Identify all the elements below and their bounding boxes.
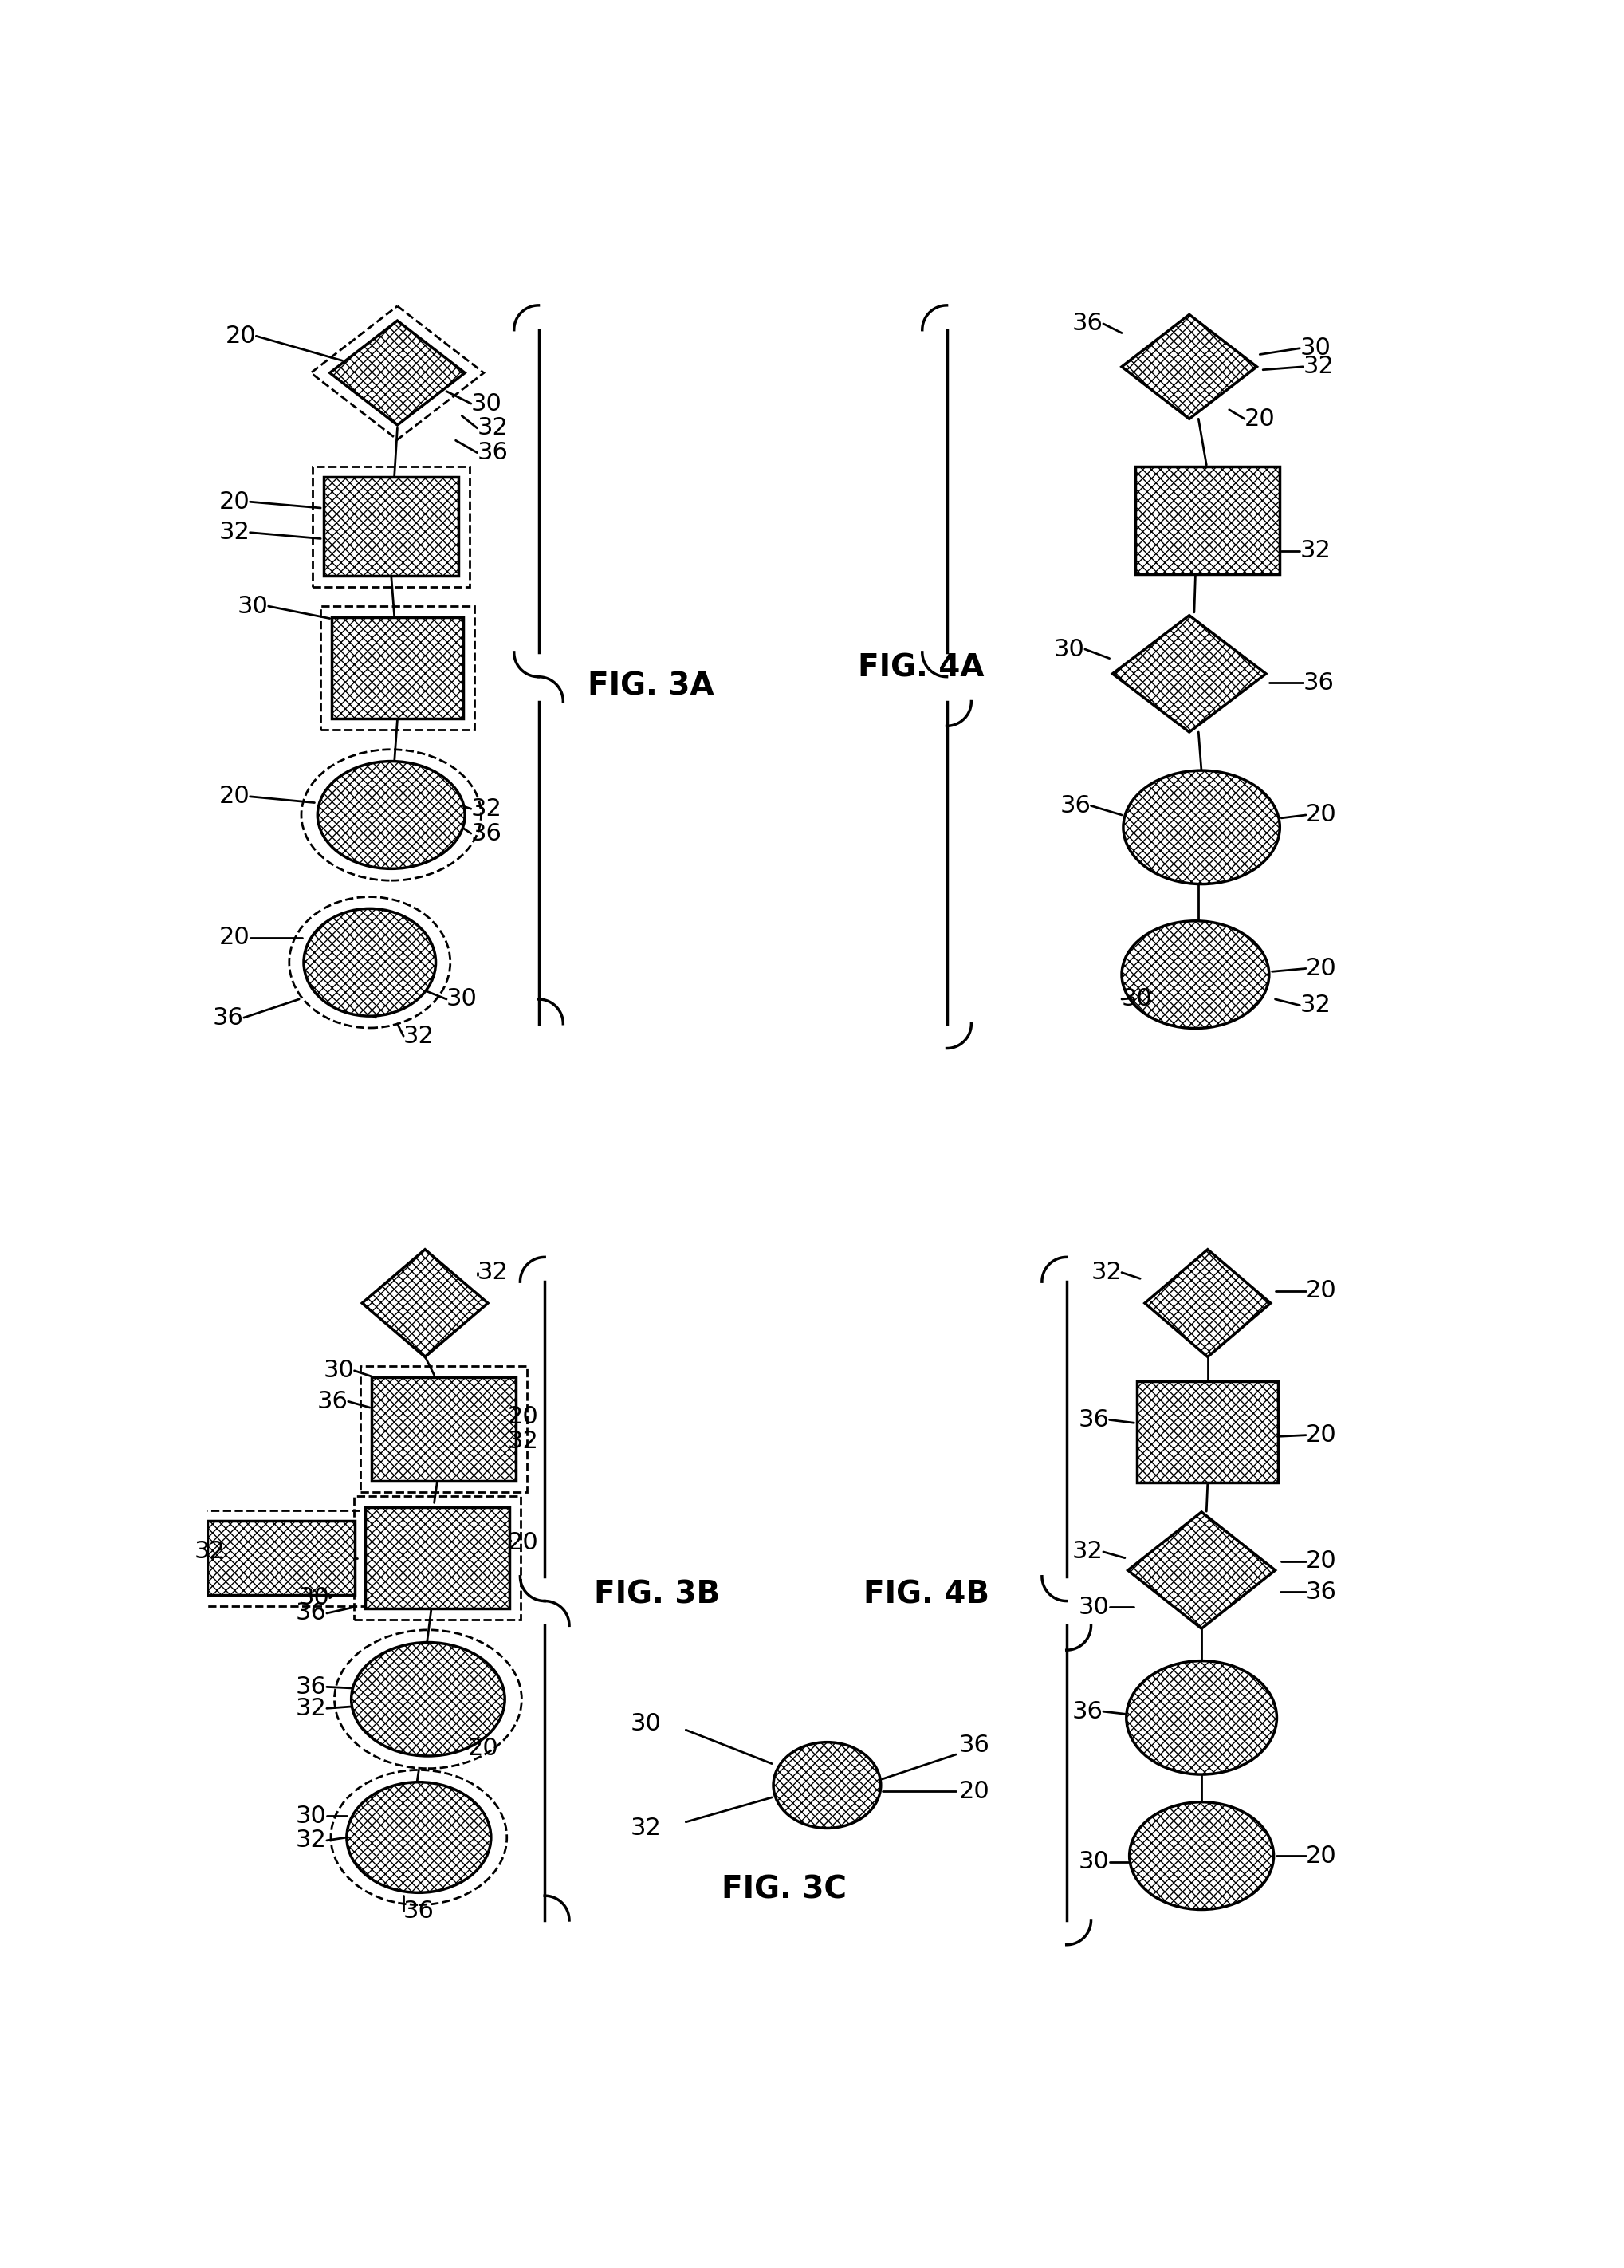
- Polygon shape: [1112, 615, 1267, 733]
- Text: 36: 36: [960, 1733, 991, 1758]
- Text: 32: 32: [471, 798, 502, 821]
- Ellipse shape: [1127, 1660, 1276, 1774]
- Text: 32: 32: [477, 1261, 508, 1284]
- Text: 30: 30: [1054, 637, 1085, 660]
- Text: 20: 20: [1306, 1844, 1337, 1867]
- Text: 30: 30: [630, 1712, 661, 1735]
- Ellipse shape: [773, 1742, 880, 1828]
- Ellipse shape: [304, 909, 435, 1016]
- Polygon shape: [1129, 1513, 1275, 1628]
- Text: 20: 20: [1306, 803, 1337, 826]
- Ellipse shape: [351, 1642, 505, 1755]
- Text: FIG. 3C: FIG. 3C: [721, 1873, 846, 1905]
- Bar: [208, 1522, 354, 1594]
- Text: FIG. 4A: FIG. 4A: [857, 653, 984, 683]
- Bar: [197, 1510, 365, 1606]
- Text: 32: 32: [403, 1025, 435, 1048]
- Polygon shape: [1122, 315, 1257, 420]
- Text: 30: 30: [471, 392, 502, 415]
- Text: 30: 30: [1078, 1597, 1109, 1619]
- Text: 32: 32: [1299, 540, 1330, 562]
- Text: 20: 20: [468, 1737, 499, 1760]
- Polygon shape: [1145, 1250, 1270, 1356]
- Text: 36: 36: [213, 1007, 244, 1030]
- Text: 20: 20: [219, 490, 250, 513]
- Text: 20: 20: [219, 925, 250, 950]
- Text: 36: 36: [1072, 313, 1103, 336]
- Text: 32: 32: [1091, 1261, 1122, 1284]
- Bar: [372, 1377, 515, 1481]
- Ellipse shape: [346, 1783, 490, 1892]
- Ellipse shape: [1129, 1803, 1273, 1910]
- Text: FIG. 4B: FIG. 4B: [864, 1581, 989, 1610]
- Text: 20: 20: [219, 785, 250, 807]
- Text: 36: 36: [1302, 671, 1333, 694]
- Text: 36: 36: [296, 1676, 326, 1699]
- Text: 32: 32: [296, 1828, 326, 1853]
- Text: 36: 36: [317, 1390, 348, 1413]
- Text: 20: 20: [960, 1780, 991, 1803]
- Text: 30: 30: [237, 594, 268, 617]
- Text: 30: 30: [1078, 1851, 1109, 1873]
- Text: 32: 32: [508, 1429, 539, 1454]
- Text: 30: 30: [1299, 336, 1330, 361]
- Ellipse shape: [318, 762, 464, 869]
- Bar: [1137, 1381, 1278, 1483]
- Bar: [354, 1497, 520, 1619]
- Text: 32: 32: [1072, 1540, 1103, 1563]
- Text: 30: 30: [323, 1359, 354, 1381]
- Text: 20: 20: [226, 324, 257, 347]
- Bar: [320, 606, 474, 730]
- Text: 36: 36: [1306, 1581, 1337, 1603]
- Bar: [361, 1365, 526, 1492]
- Text: FIG. 3A: FIG. 3A: [588, 671, 715, 701]
- Text: 20: 20: [1306, 1549, 1337, 1572]
- Text: 36: 36: [296, 1601, 326, 1624]
- Text: 32: 32: [1299, 993, 1330, 1016]
- Bar: [365, 1508, 510, 1608]
- Text: 36: 36: [403, 1901, 435, 1923]
- Text: 20: 20: [1306, 957, 1337, 980]
- Text: 36: 36: [477, 442, 508, 465]
- Text: 36: 36: [1060, 794, 1091, 816]
- Text: 30: 30: [1122, 987, 1153, 1012]
- Bar: [323, 476, 458, 576]
- Text: 30: 30: [447, 987, 477, 1012]
- Bar: [1135, 467, 1280, 574]
- Text: 20: 20: [508, 1406, 539, 1429]
- Text: 32: 32: [477, 417, 508, 440]
- Text: 32: 32: [219, 522, 250, 544]
- Bar: [331, 617, 463, 719]
- Text: 32: 32: [296, 1696, 326, 1719]
- Text: 36: 36: [1078, 1408, 1109, 1431]
- Text: 36: 36: [1072, 1701, 1103, 1724]
- Text: 30: 30: [296, 1805, 326, 1828]
- Text: 20: 20: [1306, 1279, 1337, 1302]
- Ellipse shape: [1124, 771, 1280, 885]
- Text: 20: 20: [508, 1531, 539, 1554]
- Text: 36: 36: [471, 821, 502, 846]
- Text: 32: 32: [1302, 356, 1333, 379]
- Text: 20: 20: [1306, 1424, 1337, 1447]
- Text: 32: 32: [630, 1817, 661, 1839]
- Polygon shape: [330, 320, 464, 424]
- Text: 32: 32: [195, 1540, 226, 1563]
- Bar: [313, 467, 469, 587]
- Text: FIG. 3B: FIG. 3B: [594, 1581, 719, 1610]
- Ellipse shape: [1122, 921, 1268, 1027]
- Text: 30: 30: [299, 1585, 330, 1610]
- Polygon shape: [362, 1250, 487, 1356]
- Text: 20: 20: [1244, 408, 1275, 431]
